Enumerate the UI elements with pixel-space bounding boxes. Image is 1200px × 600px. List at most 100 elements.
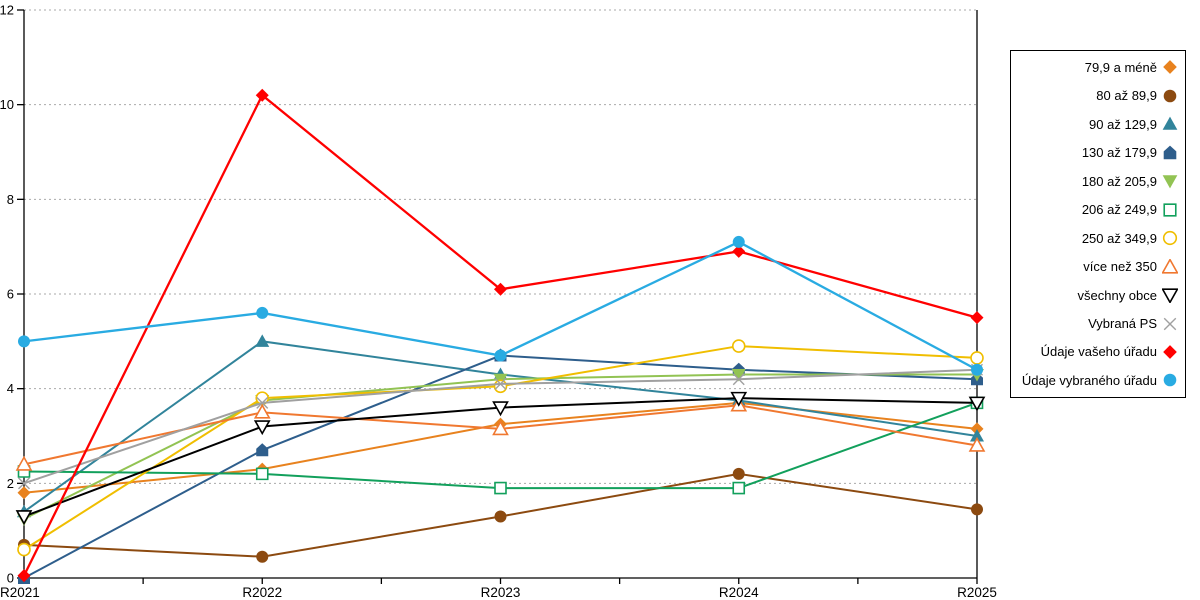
circle-marker (494, 510, 507, 523)
y-tick-label: 6 (7, 287, 14, 302)
x-marker (18, 477, 30, 490)
diamond-marker (1163, 345, 1177, 359)
diamond-legend-icon (1163, 60, 1177, 75)
triangle-down-marker (968, 396, 986, 412)
triangle-up-marker (968, 436, 986, 452)
x-tick-label: R2021 (0, 585, 40, 600)
circle-marker (970, 351, 984, 365)
legend-item[interactable]: 180 až 205,9 (1011, 169, 1185, 193)
legend-label: 250 až 349,9 (1081, 230, 1157, 246)
triangle-up-marker (255, 334, 270, 347)
legend-label: 180 až 205,9 (1081, 173, 1157, 189)
triangle-down-marker (15, 510, 33, 526)
triangle-down-legend-icon (1162, 175, 1178, 189)
legend-label: 80 až 89,9 (1096, 88, 1157, 104)
triangle-down-marker (730, 391, 748, 407)
legend-item[interactable]: Vybraná PS (1011, 312, 1185, 336)
x-tick-label: R2023 (481, 585, 521, 600)
diamond-marker (255, 88, 269, 102)
circle-legend-icon (1162, 231, 1178, 246)
diamond-marker (17, 486, 31, 500)
triangle-down-marker (731, 368, 746, 382)
circle-marker (731, 339, 746, 353)
legend-label: více než 350 (1083, 259, 1157, 275)
legend-label: Vybraná PS (1088, 316, 1157, 332)
triangle-up-marker (1162, 258, 1178, 274)
legend-label: Údaje vašeho úřadu (1040, 344, 1157, 360)
y-tick-label: 8 (7, 192, 14, 207)
legend-label: 130 až 179,9 (1081, 145, 1157, 161)
x-legend-icon (1163, 317, 1177, 330)
diamond-marker (970, 311, 984, 325)
legend-item[interactable]: 79,9 a méně (1011, 55, 1185, 79)
triangle-up-marker (970, 429, 984, 442)
legend-item[interactable]: všechny obce (1011, 283, 1185, 307)
diamond-marker (732, 244, 746, 258)
triangle-down-marker (253, 420, 271, 436)
legend-label: Údaje vybraného úřadu (1021, 372, 1157, 388)
triangle-down-legend-icon (1162, 288, 1178, 304)
legend-label: 206 až 249,9 (1081, 202, 1157, 218)
diamond-marker (494, 282, 507, 296)
square-marker (494, 481, 507, 495)
triangle-up-marker (15, 455, 33, 471)
legend-item[interactable]: více než 350 (1011, 255, 1185, 279)
legend-item[interactable]: 206 až 249,9 (1011, 198, 1185, 222)
circle-marker (1163, 374, 1177, 387)
triangle-down-marker (1162, 288, 1178, 304)
circle-marker (1163, 89, 1177, 103)
triangle-down-marker (492, 401, 509, 417)
y-tick-label: 4 (7, 381, 14, 396)
legend-item[interactable]: Údaje vašeho úřadu (1011, 340, 1185, 364)
legend-item[interactable]: 250 až 349,9 (1011, 226, 1185, 250)
legend-item[interactable]: 80 až 89,9 (1011, 84, 1185, 108)
x-tick-label: R2024 (719, 585, 759, 600)
series-10 (18, 363, 983, 490)
triangle-up-marker (1162, 117, 1178, 131)
triangle-up-legend-icon (1162, 258, 1178, 274)
triangle-up-legend-icon (1162, 117, 1178, 131)
square-marker (255, 467, 269, 481)
y-tick-label: 12 (0, 3, 14, 18)
diamond-legend-icon (1163, 345, 1177, 359)
circle-marker (971, 363, 983, 376)
circle-marker (732, 467, 745, 480)
pentagon-marker (1163, 145, 1177, 160)
pentagon-marker (256, 443, 269, 457)
series-11 (17, 88, 984, 583)
triangle-down-marker (1162, 175, 1178, 189)
circle-marker (1162, 231, 1178, 246)
diamond-marker (1163, 60, 1177, 75)
series-line (23, 373, 977, 520)
circle-marker (18, 335, 30, 348)
legend-label: 90 až 129,9 (1089, 116, 1157, 132)
square-marker (1163, 203, 1177, 217)
diamond-marker (17, 569, 31, 583)
circle-marker (971, 503, 983, 516)
x-tick-label: R2022 (242, 585, 282, 600)
x-marker (732, 373, 745, 386)
diamond-marker (970, 422, 984, 436)
square-legend-icon (1163, 203, 1177, 217)
circle-marker (17, 542, 31, 557)
series-line (22, 93, 978, 577)
circle-legend-icon (1163, 374, 1177, 387)
series-12 (18, 235, 983, 376)
x-marker (256, 396, 269, 409)
legend-item[interactable]: 130 až 179,9 (1011, 141, 1185, 165)
square-marker (732, 481, 746, 495)
triangle-up-marker (492, 420, 509, 436)
legend-item[interactable]: Údaje vybraného úřadu (1011, 368, 1185, 392)
circle-marker (256, 306, 269, 319)
circle-legend-icon (1163, 89, 1177, 103)
circle-marker (256, 550, 269, 563)
x-marker (1163, 317, 1177, 330)
legend-label: všechny obce (1077, 287, 1158, 303)
triangle-up-marker (253, 403, 271, 419)
x-marker (494, 377, 507, 390)
y-tick-label: 10 (0, 97, 14, 112)
legend-item[interactable]: 90 až 129,9 (1011, 112, 1185, 136)
series-9 (15, 391, 986, 526)
